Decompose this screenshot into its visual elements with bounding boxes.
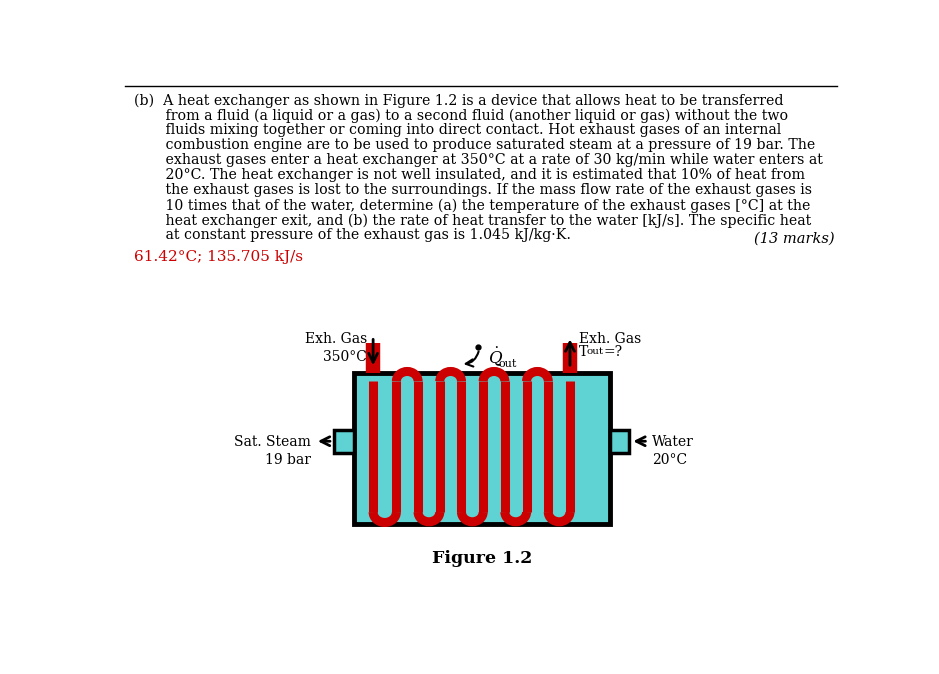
Text: Sat. Steam
19 bar: Sat. Steam 19 bar: [234, 435, 311, 468]
Bar: [354, 373, 609, 524]
Text: 61.42°C; 135.705 kJ/s: 61.42°C; 135.705 kJ/s: [134, 249, 303, 264]
Bar: [334, 430, 354, 453]
Text: =?: =?: [603, 345, 623, 359]
Text: fluids mixing together or coming into direct contact. Hot exhaust gases of an in: fluids mixing together or coming into di…: [134, 123, 781, 137]
Text: out: out: [586, 346, 604, 355]
Text: 10 times that of the water, determine (a) the temperature of the exhaust gases [: 10 times that of the water, determine (a…: [134, 198, 810, 213]
Text: combustion engine are to be used to produce saturated steam at a pressure of 19 : combustion engine are to be used to prod…: [134, 138, 816, 152]
Text: Exh. Gas: Exh. Gas: [579, 332, 641, 346]
Text: heat exchanger exit, and (b) the rate of heat transfer to the water [kJ/s]. The : heat exchanger exit, and (b) the rate of…: [134, 213, 811, 228]
Text: $\dot{Q}$: $\dot{Q}$: [488, 345, 503, 368]
Text: Exh. Gas
350°C: Exh. Gas 350°C: [304, 332, 367, 365]
Text: (b)  A heat exchanger as shown in Figure 1.2 is a device that allows heat to be : (b) A heat exchanger as shown in Figure …: [134, 93, 784, 108]
Text: 20°C. The heat exchanger is not well insulated, and it is estimated that 10% of : 20°C. The heat exchanger is not well ins…: [134, 168, 806, 182]
Text: from a fluid (a liquid or a gas) to a second fluid (another liquid or gas) witho: from a fluid (a liquid or a gas) to a se…: [134, 109, 789, 123]
Text: T: T: [579, 345, 589, 359]
Bar: [609, 430, 629, 453]
Text: at constant pressure of the exhaust gas is 1.045 kJ/kg·K.: at constant pressure of the exhaust gas …: [134, 228, 572, 243]
Text: exhaust gases enter a heat exchanger at 350°C at a rate of 30 kg/min while water: exhaust gases enter a heat exchanger at …: [134, 153, 824, 167]
Text: Figure 1.2: Figure 1.2: [432, 550, 531, 567]
Text: out: out: [499, 359, 517, 369]
Text: Water
20°C: Water 20°C: [652, 435, 694, 468]
Text: the exhaust gases is lost to the surroundings. If the mass flow rate of the exha: the exhaust gases is lost to the surroun…: [134, 183, 812, 197]
Text: (13 marks): (13 marks): [754, 231, 834, 245]
